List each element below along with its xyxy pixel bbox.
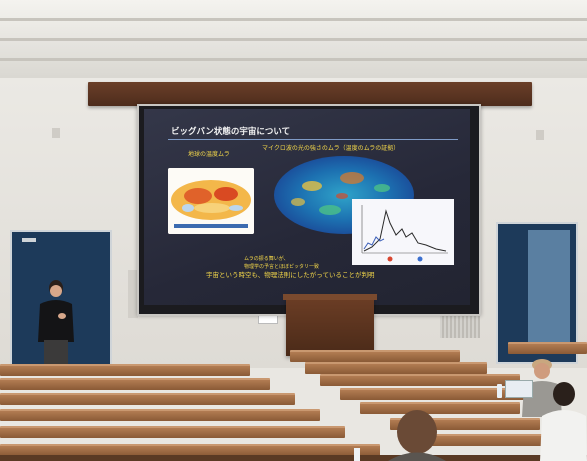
wall-outlet <box>52 128 60 138</box>
desk-row <box>340 388 530 400</box>
water-bottle <box>497 384 502 398</box>
desk-row <box>305 362 487 374</box>
desk-row <box>0 426 345 438</box>
desk-row <box>360 402 520 414</box>
earth-temperature-map <box>168 168 254 234</box>
wall-outlet <box>536 130 544 140</box>
desk-row <box>0 393 295 405</box>
audience-member-front <box>388 410 446 461</box>
lectern-top <box>283 294 377 300</box>
slide-title: ビッグバン状態の宇宙について <box>171 127 291 137</box>
label-microwave: マイクロ波の光の強さのムラ（温度のムラの証拠） <box>262 145 400 152</box>
screen-pelmet <box>88 82 532 106</box>
desk-row <box>0 364 250 376</box>
door-sign <box>22 238 36 242</box>
desk-row <box>0 409 320 421</box>
slide-caption-line1: ムラの振る舞いが、 <box>244 256 289 262</box>
slide-title-underline <box>168 139 458 140</box>
earth-map-graphic <box>168 168 254 234</box>
slide-caption: ムラの振る舞いが、 物理学の予言とほぼピッタリ一致 <box>244 255 319 271</box>
water-bottle <box>354 448 360 461</box>
desk-row <box>320 374 520 386</box>
ceiling <box>0 0 587 80</box>
desk-row <box>420 434 550 446</box>
presentation-slide: ビッグバン状態の宇宙について 地球の温度ムラ マイクロ波の光の強さのムラ（温度の… <box>144 109 470 305</box>
ceiling-beam <box>0 18 587 21</box>
door-glass <box>528 230 570 354</box>
label-earth-temperature: 地球の温度ムラ <box>188 151 230 158</box>
desk-row <box>508 342 587 354</box>
speaker-person <box>38 280 74 366</box>
desk-edge <box>0 455 587 461</box>
desk-row <box>290 350 460 362</box>
power-spectrum-graph <box>352 199 454 265</box>
right-door <box>496 222 578 364</box>
slide-caption-line2: 物理学の予言とほぼピッタリ一致 <box>244 264 320 270</box>
ceiling-beam <box>0 58 587 61</box>
audience-member-right <box>540 382 587 461</box>
slide-conclusion: 宇宙という時空も、物理法則にしたがっていることが判明 <box>206 271 375 279</box>
wall-panel <box>128 270 138 318</box>
lectern <box>283 294 377 356</box>
desk-row <box>0 378 270 390</box>
ceiling-beam <box>0 38 587 41</box>
desk-row <box>0 444 380 456</box>
laptop <box>505 380 533 398</box>
power-spectrum-curve <box>361 205 448 262</box>
